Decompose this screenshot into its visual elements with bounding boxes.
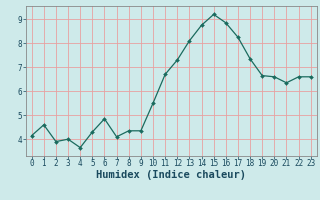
- X-axis label: Humidex (Indice chaleur): Humidex (Indice chaleur): [96, 170, 246, 180]
